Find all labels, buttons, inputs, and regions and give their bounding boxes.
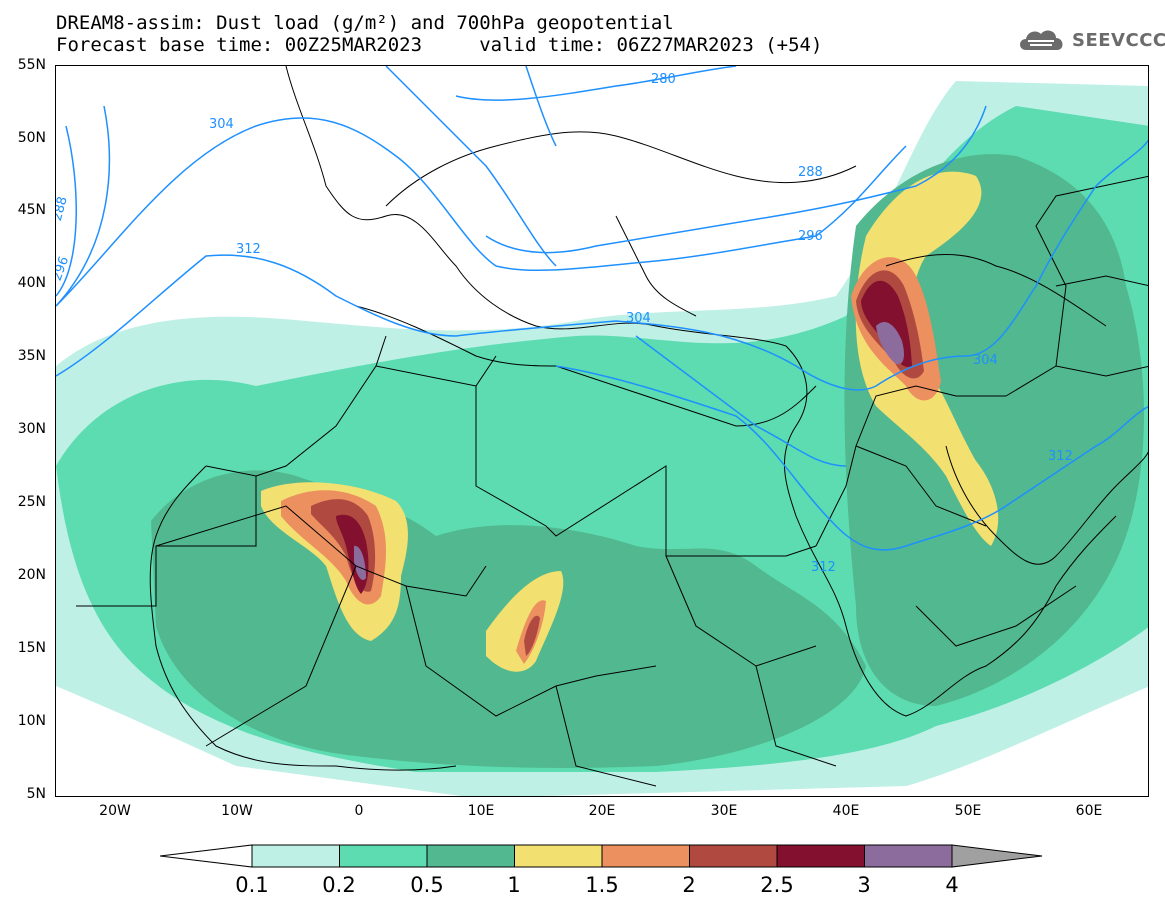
lat-tick-label: 25N <box>17 494 46 510</box>
colorbar-label: 3 <box>857 873 871 897</box>
colorbar-swatch <box>864 844 953 868</box>
lon-tick-label: 0 <box>354 803 364 819</box>
colorbar-swatch <box>601 844 690 868</box>
contour-label: 304 <box>973 353 998 368</box>
colorbar-left-arrow <box>160 844 253 868</box>
lat-tick-label: 55N <box>17 57 46 73</box>
colorbar-swatch <box>426 844 515 868</box>
logo-text: SEEVCCC <box>1072 29 1165 51</box>
lat-tick-label: 40N <box>17 275 46 291</box>
colorbar-label: 1.5 <box>585 873 619 897</box>
colorbar-label: 0.5 <box>410 873 444 897</box>
colorbar-swatch <box>339 844 428 868</box>
geopotential-contours <box>56 66 1148 551</box>
lat-tick-label: 30N <box>17 421 46 437</box>
lat-tick-label: 35N <box>17 348 46 364</box>
forecast-time-subtitle: Forecast base time: 00Z25MAR2023 valid t… <box>56 34 823 56</box>
seevccc-logo: SEEVCCC <box>1016 26 1165 54</box>
dust-field-3 <box>354 321 904 581</box>
lat-tick-label: 5N <box>26 786 46 802</box>
lat-tick-label: 45N <box>17 202 46 218</box>
contour-label: 312 <box>1048 449 1073 464</box>
lon-tick-label: 40E <box>832 803 860 819</box>
coastlines <box>149 66 1148 771</box>
lon-tick-label: 20E <box>588 803 616 819</box>
colorbar-swatch <box>251 844 340 868</box>
lat-tick-label: 15N <box>17 640 46 656</box>
dust-load-map: 280 288 288 296 296 304 304 304 312 312 … <box>55 65 1149 797</box>
lon-tick-label: 20W <box>99 803 131 819</box>
lon-tick-label: 60E <box>1075 803 1103 819</box>
lat-tick-label: 10N <box>17 713 46 729</box>
colorbar <box>160 844 1043 868</box>
contour-label: 280 <box>651 72 676 87</box>
colorbar-swatch <box>514 844 603 868</box>
colorbar-label: 2.5 <box>760 873 794 897</box>
country-borders <box>76 175 1148 787</box>
contour-label: 312 <box>811 560 836 575</box>
contour-label: 288 <box>798 165 823 180</box>
map-canvas: 280 288 288 296 296 304 304 304 312 312 … <box>56 66 1148 796</box>
contour-label: 304 <box>209 117 234 132</box>
map-title: DREAM8-assim: Dust load (g/m²) and 700hP… <box>56 12 674 34</box>
lon-tick-label: 50E <box>954 803 982 819</box>
colorbar-swatch <box>776 844 865 868</box>
colorbar-label: 4 <box>945 873 959 897</box>
contour-label: 296 <box>798 229 823 244</box>
contour-label: 312 <box>236 242 261 257</box>
colorbar-label: 0.1 <box>235 873 269 897</box>
cloud-icon <box>1020 30 1063 50</box>
lon-tick-label: 10E <box>467 803 495 819</box>
colorbar-right-arrow <box>951 844 1043 868</box>
lon-tick-label: 30E <box>710 803 738 819</box>
colorbar-swatches <box>251 844 953 868</box>
contour-label: 288 <box>56 195 71 223</box>
colorbar-label: 0.2 <box>322 873 356 897</box>
contour-labels: 280 288 288 296 296 304 304 304 312 312 … <box>56 72 1073 575</box>
contour-label: 304 <box>626 311 651 326</box>
lat-tick-label: 20N <box>17 567 46 583</box>
lat-tick-label: 50N <box>17 130 46 146</box>
colorbar-label: 1 <box>507 873 521 897</box>
colorbar-swatch <box>689 844 778 868</box>
colorbar-label: 2 <box>682 873 696 897</box>
lon-tick-label: 10W <box>221 803 253 819</box>
